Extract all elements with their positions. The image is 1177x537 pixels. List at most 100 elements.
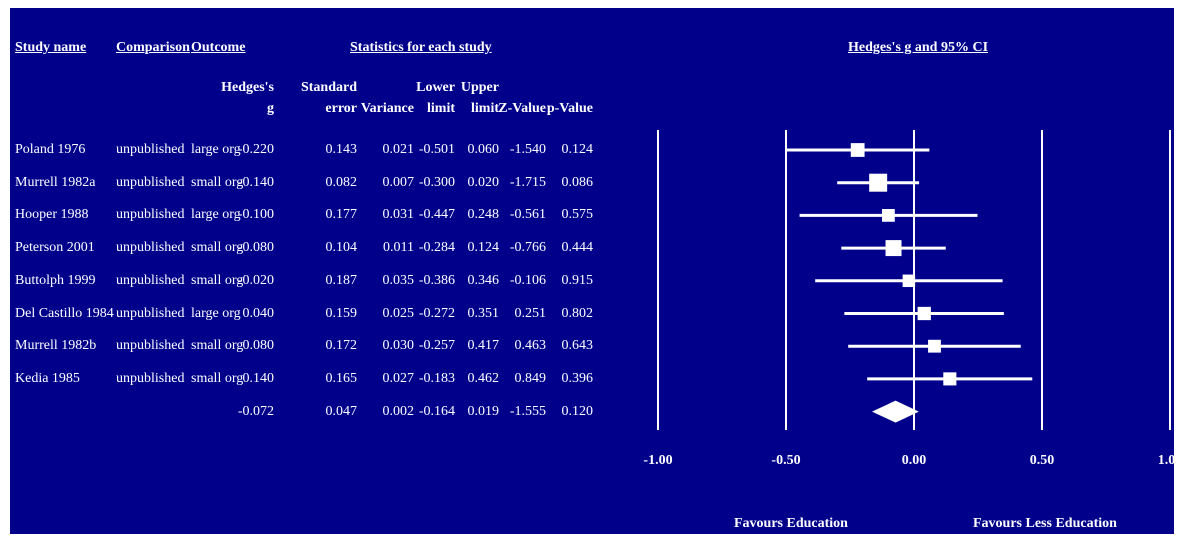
cell-hedges-g: 0.040 [242,305,275,321]
cell-lower-limit: -0.300 [418,174,455,190]
cell-p-value: 0.086 [561,174,594,190]
effect-marker [885,240,902,257]
study-name: Murrell 1982b [15,338,97,354]
x-tick-label: -1.00 [643,453,672,468]
cell-lower-limit: -0.447 [418,207,455,223]
summary-hedges-g: -0.072 [237,403,274,419]
cell-lower-limit: -0.272 [418,305,455,321]
cell-z-value: 0.463 [514,338,547,354]
study-outcome: large org [191,305,241,321]
col-header-standard-error: error [325,101,357,116]
cell-upper-limit: 0.351 [467,305,500,321]
cell-lower-limit: -0.257 [418,338,455,354]
col-header-p-value: p-Value [546,101,593,116]
x-tick-label: 1.00 [1158,453,1174,468]
study-comparison: unpublished [116,207,185,223]
study-name: Hooper 1988 [15,207,89,223]
cell-variance: 0.027 [382,370,415,386]
col-header-hedges-g: Hedges's [221,80,274,95]
col-header-upper-limit: limit [471,101,499,116]
summary-z-value: -1.555 [509,403,546,419]
header-study-name: Study name [15,40,87,55]
header-statistics: Statistics for each study [350,40,492,55]
cell-hedges-g: -0.140 [237,174,274,190]
study-comparison: unpublished [116,305,185,321]
cell-standard-error: 0.159 [325,305,358,321]
cell-upper-limit: 0.060 [467,142,500,157]
cell-variance: 0.007 [382,174,415,190]
cell-lower-limit: -0.183 [418,370,455,386]
cell-hedges-g: -0.100 [237,207,274,223]
cell-p-value: 0.802 [561,305,594,321]
effect-marker [928,339,941,353]
study-comparison: unpublished [116,174,185,190]
cell-p-value: 0.643 [561,338,594,354]
cell-p-value: 0.396 [561,370,594,386]
cell-z-value: 0.251 [514,305,547,321]
effect-marker [882,209,895,222]
cell-standard-error: 0.143 [325,142,358,157]
study-outcome: small org [191,174,244,190]
col-header-hedges-g: g [267,101,274,116]
study-comparison: unpublished [116,338,185,354]
cell-p-value: 0.575 [561,207,594,223]
header-comparison: Comparison [116,40,190,55]
cell-z-value: -0.766 [509,240,546,256]
study-comparison: unpublished [116,142,185,157]
study-outcome: small org [191,240,244,256]
cell-variance: 0.030 [382,338,415,354]
cell-lower-limit: -0.386 [418,272,455,288]
summary-diamond [872,400,919,423]
effect-marker [943,372,957,386]
study-name: Murrell 1982a [15,174,96,190]
x-tick-label: 0.00 [902,453,927,468]
cell-p-value: 0.124 [561,142,594,157]
study-comparison: unpublished [116,370,185,386]
cell-z-value: 0.849 [514,370,547,386]
cell-standard-error: 0.177 [325,207,358,223]
cell-lower-limit: -0.501 [418,142,455,157]
cell-variance: 0.031 [382,207,415,223]
study-outcome: large org [191,207,241,223]
cell-p-value: 0.444 [561,240,594,256]
cell-z-value: -0.561 [509,207,546,223]
cell-variance: 0.035 [382,272,415,288]
cell-upper-limit: 0.020 [467,174,500,190]
cell-z-value: -1.540 [509,142,546,157]
effect-marker [850,143,865,157]
effect-marker [902,274,916,288]
study-name: Peterson 2001 [15,240,95,256]
cell-z-value: -1.715 [509,174,546,190]
study-outcome: small org [191,338,244,354]
cell-standard-error: 0.082 [325,174,358,190]
summary-upper-limit: 0.019 [467,403,500,419]
effect-marker [869,173,888,192]
cell-hedges-g: -0.020 [237,272,274,288]
cell-standard-error: 0.104 [325,240,358,256]
study-name: Del Castillo 1984 [15,305,114,321]
col-header-standard-error: Standard [300,80,357,95]
study-outcome: small org [191,370,244,386]
cell-hedges-g: -0.080 [237,240,274,256]
forest-plot-panel: Study name Comparison Outcome Statistics… [10,8,1174,534]
col-header-variance: Variance [360,101,414,116]
summary-variance: 0.002 [382,403,415,419]
cell-upper-limit: 0.346 [467,272,500,288]
cell-hedges-g: 0.140 [242,370,275,386]
col-header-z-value: Z-Value [498,101,546,116]
cell-variance: 0.011 [383,240,414,256]
study-comparison: unpublished [116,272,185,288]
study-name: Poland 1976 [15,142,86,157]
effect-marker [917,306,931,321]
col-header-lower-limit: Lower [416,80,455,95]
study-comparison: unpublished [116,240,185,256]
header-outcome: Outcome [191,40,246,55]
col-header-lower-limit: limit [427,101,455,116]
study-outcome: large org [191,142,241,157]
study-outcome: small org [191,272,244,288]
summary-p-value: 0.120 [561,403,594,419]
cell-hedges-g: 0.080 [242,338,275,354]
cell-hedges-g: -0.220 [237,142,274,157]
plot-title: Hedges's g and 95% CI [848,40,989,55]
favours-right-label: Favours Less Education [973,516,1117,531]
